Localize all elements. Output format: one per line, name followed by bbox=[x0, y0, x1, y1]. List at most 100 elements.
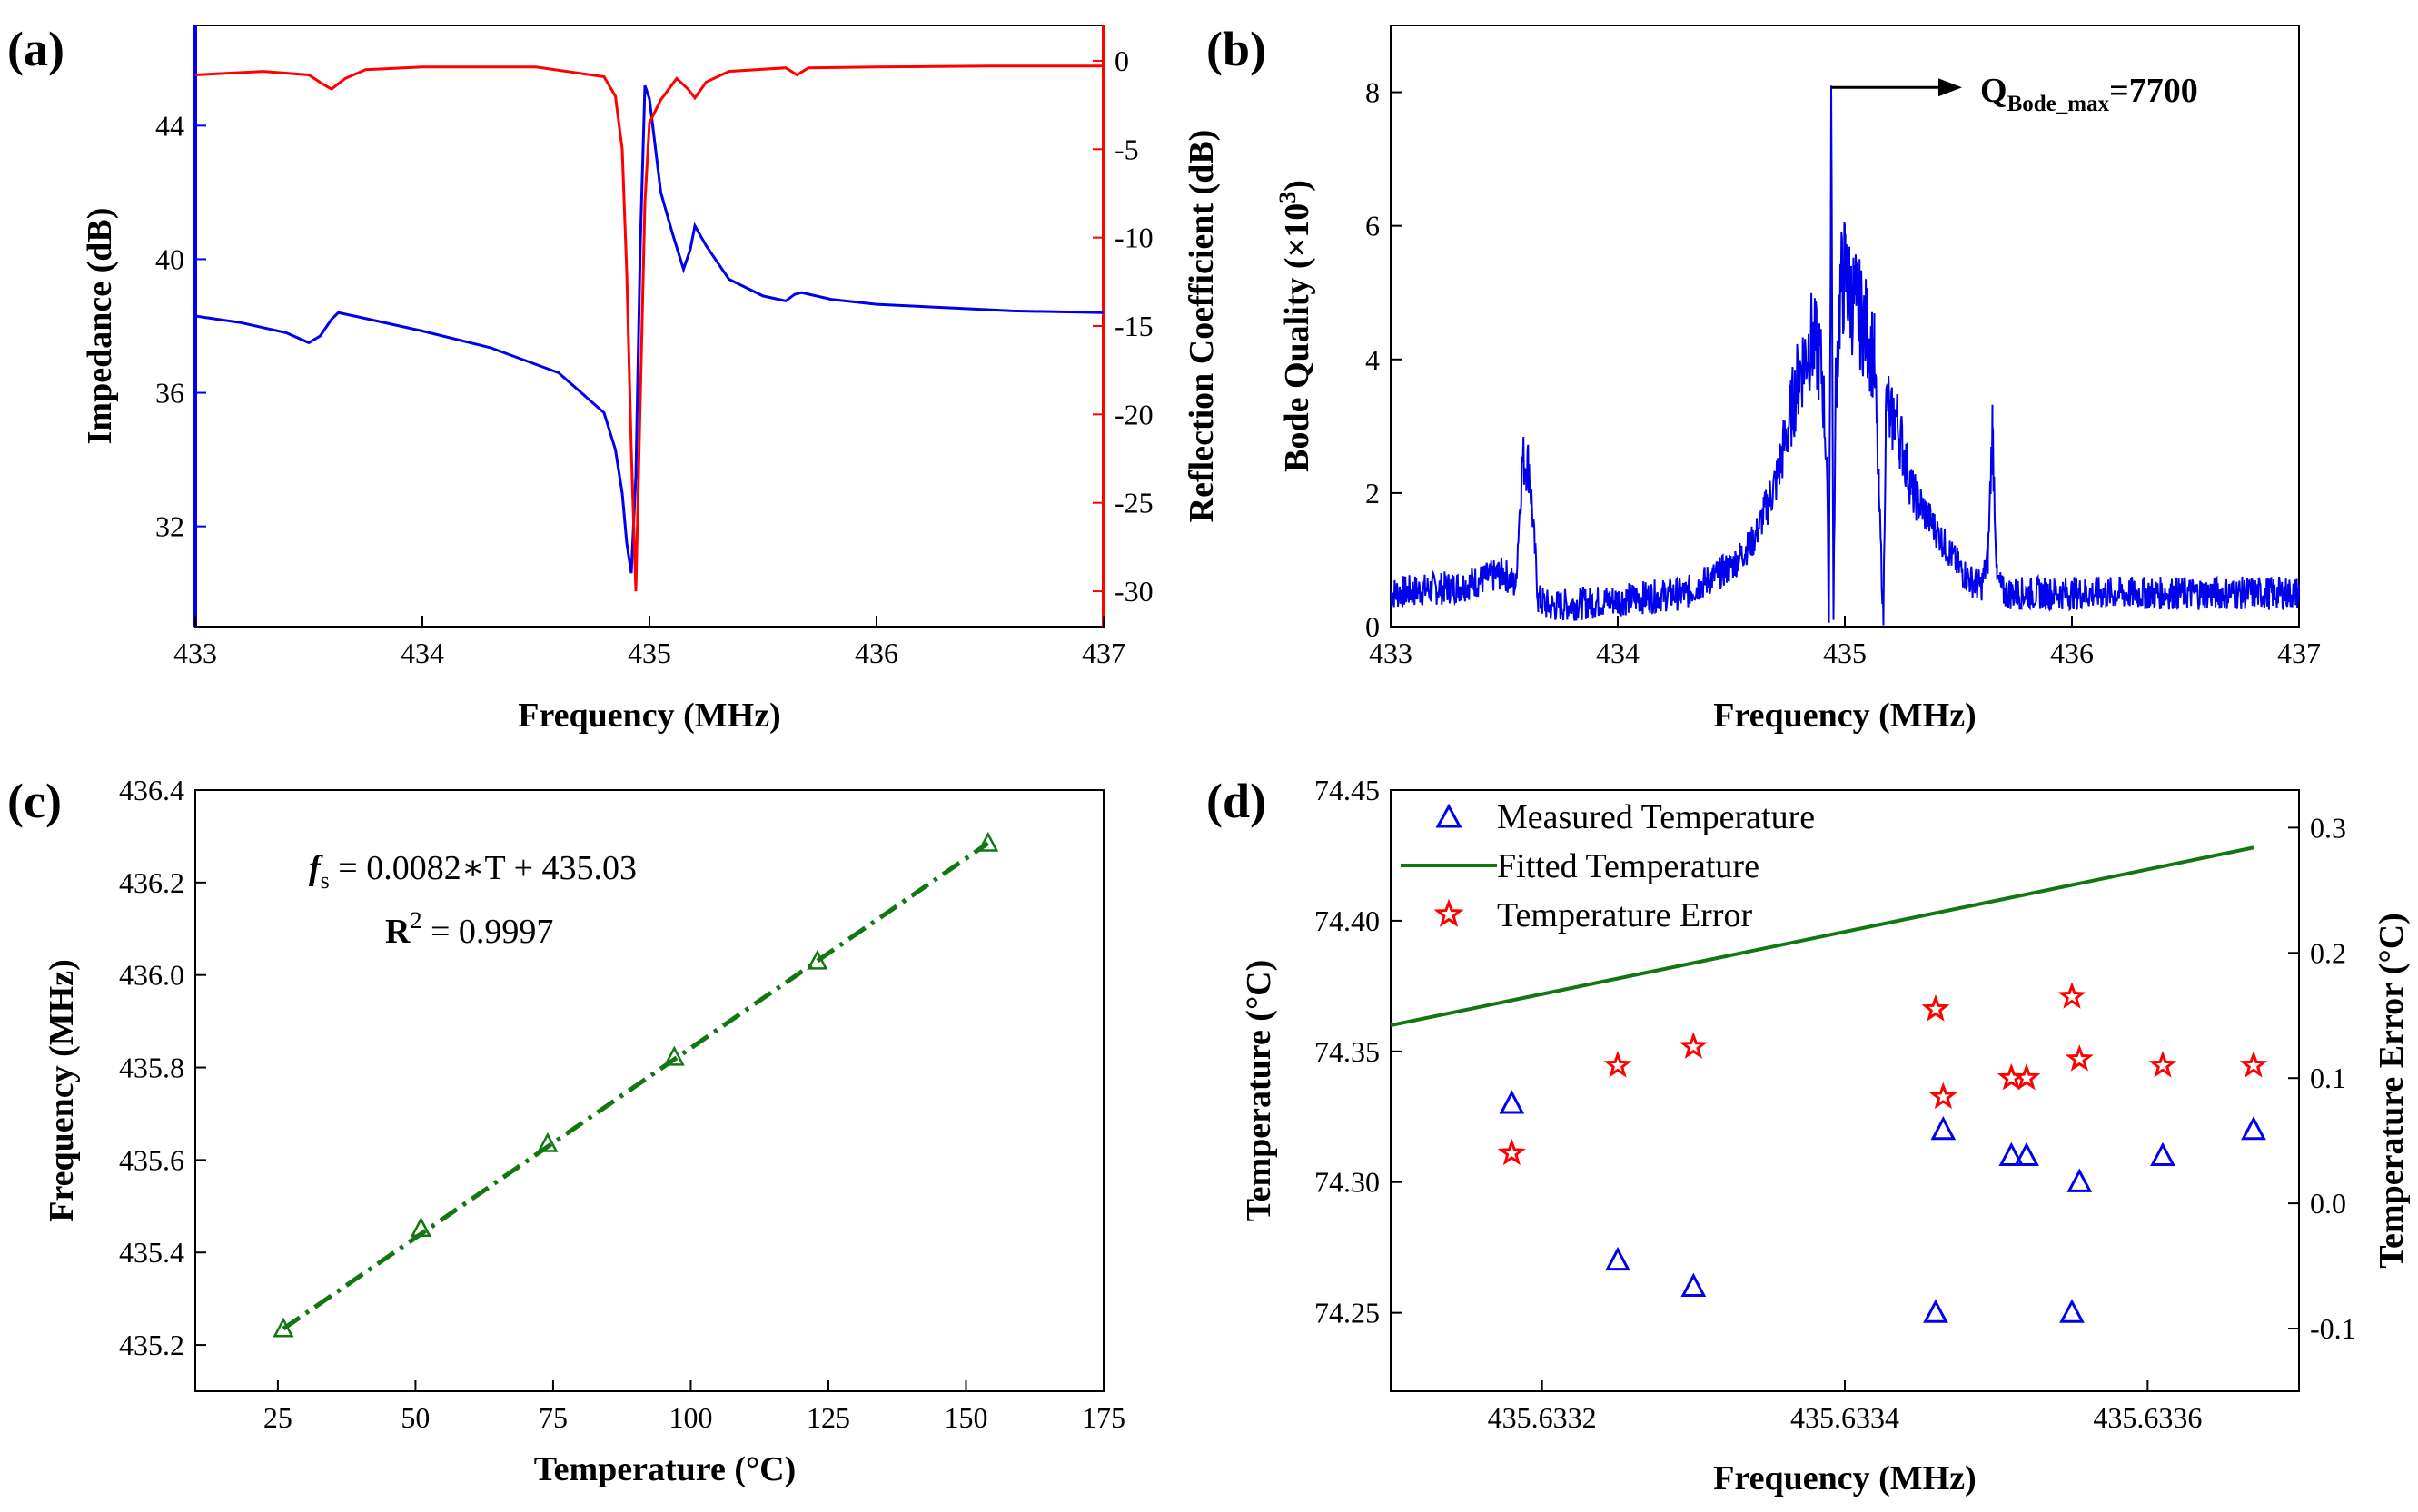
panel-c-y-label: 435.2 bbox=[119, 1329, 184, 1361]
measured-temperature-point bbox=[1680, 1272, 1707, 1297]
panel-a-x-label: 437 bbox=[1082, 637, 1125, 669]
panel-d-x-label: 435.6336 bbox=[2093, 1401, 2202, 1434]
r2-main: R bbox=[385, 913, 411, 951]
panel-a-left-label: 36 bbox=[155, 377, 184, 410]
measured-temperature-point bbox=[2150, 1141, 2175, 1167]
measured-temperature-point bbox=[1923, 1299, 1948, 1323]
panel-d-right-label: 0.3 bbox=[2310, 811, 2346, 844]
annot-q: Q bbox=[1980, 72, 2007, 110]
measured-temperature-point bbox=[2241, 1115, 2266, 1141]
panel-c-x-label: 100 bbox=[669, 1401, 712, 1434]
panel-d-right-label: 0.1 bbox=[2310, 1062, 2346, 1094]
panel-c-y-label: 435.4 bbox=[119, 1236, 184, 1269]
panel-d-right-label: 0.2 bbox=[2310, 936, 2346, 969]
panel-d-xlabel: Frequency (MHz) bbox=[1713, 1459, 1977, 1497]
panel-b-x-label: 436 bbox=[2050, 637, 2094, 669]
panel-b-y-label: 4 bbox=[1365, 343, 1380, 376]
panel-d: (d) 435.6332 435.6334 435.6336 74.2574.307… bbox=[1206, 774, 2411, 1497]
fitted-temperature-line bbox=[1390, 845, 2254, 1028]
panel-b-ylabel: Bode Quality (×103) bbox=[1274, 180, 1316, 472]
impedance-line bbox=[194, 84, 1105, 574]
q-bode-max-annotation: QBode_max=7700 bbox=[1980, 72, 2198, 116]
panel-a-right-label: 0 bbox=[1115, 44, 1129, 77]
panel-b-x-label: 434 bbox=[1596, 637, 1640, 669]
panel-b-y-label: 2 bbox=[1365, 477, 1380, 509]
panel-b-frame bbox=[1390, 25, 2300, 628]
panel-c-x-label: 25 bbox=[263, 1401, 292, 1434]
panel-a-right-label: -20 bbox=[1115, 398, 1154, 430]
panel-c-points bbox=[273, 831, 999, 1338]
panel-a-left-label: 32 bbox=[155, 510, 184, 543]
panel-a-right-label: -30 bbox=[1115, 575, 1154, 608]
temperature-error-point bbox=[1921, 994, 1950, 1022]
panel-a-x-label: 434 bbox=[401, 637, 444, 669]
panel-d-left-ticks: 74.25 74.30 74.35 74.40 74.45 bbox=[1314, 774, 1402, 1329]
panel-c-x-label: 75 bbox=[539, 1401, 568, 1434]
panel-d-x-ticks: 435.6332 435.6334 435.6336 bbox=[1488, 1380, 2202, 1434]
panel-c-y-label: 435.6 bbox=[119, 1143, 184, 1176]
panel-b-x-label: 437 bbox=[2277, 637, 2321, 669]
panel-a-ylabel-left: Impedance (dB) bbox=[81, 208, 119, 445]
panel-b-x-label: 433 bbox=[1369, 637, 1412, 669]
temperature-error-point bbox=[2012, 1062, 2041, 1091]
panel-a-ylabel-right: Reflection Coefficient (dB) bbox=[1183, 130, 1221, 523]
panel-c-y-label: 436.4 bbox=[119, 774, 184, 806]
annot-sub: Bode_max bbox=[2007, 92, 2110, 116]
annot-value: =7700 bbox=[2109, 72, 2198, 110]
measured-temperature-point bbox=[1998, 1141, 2025, 1167]
panel-d-legend: Measured Temperature Fitted Temperature … bbox=[1401, 798, 1815, 934]
panel-b-x-ticks: 433 434 435 436 437 bbox=[1369, 616, 2321, 669]
temperature-error-point bbox=[2065, 1044, 2094, 1072]
r2-rest: = 0.9997 bbox=[421, 913, 553, 951]
panel-c-y-label: 435.8 bbox=[119, 1052, 184, 1084]
measured-point bbox=[273, 1317, 294, 1338]
panel-d-left-label: 74.45 bbox=[1314, 774, 1380, 806]
panel-b-x-label: 435 bbox=[1823, 637, 1867, 669]
measured-point bbox=[807, 949, 828, 970]
panel-c-label: (c) bbox=[7, 774, 62, 828]
legend-measured: Measured Temperature bbox=[1497, 798, 1815, 836]
bode-quality-line bbox=[1390, 85, 2300, 626]
temperature-error-point bbox=[1497, 1138, 1526, 1166]
panel-d-left-label: 74.35 bbox=[1314, 1035, 1380, 1068]
panel-a: (a) 433 434 435 436 437 32 36 40 44 0 -5 -10 -15 -2… bbox=[7, 22, 1221, 735]
panel-c-ylabel: Frequency (MHz) bbox=[43, 959, 81, 1222]
panel-c-x-label: 150 bbox=[944, 1401, 987, 1434]
panel-c-y-label: 436.0 bbox=[119, 959, 184, 992]
panel-d-x-label: 435.6332 bbox=[1488, 1401, 1597, 1434]
panel-a-left-ticks: 32 36 40 44 bbox=[155, 109, 206, 543]
panel-a-right-ticks: 0 -5 -10 -15 -20 -25 -30 bbox=[1093, 44, 1154, 608]
panel-c: (c) 25 50 75 100 125 150 175 435.2435.4435.643… bbox=[7, 774, 1125, 1488]
panel-c-y-ticks: 435.2 435.4 435.6 435.8 436.0 436.2 436.4 bbox=[119, 774, 206, 1361]
panel-a-left-label: 44 bbox=[155, 109, 184, 142]
panel-d-right-label: 0.0 bbox=[2310, 1187, 2346, 1220]
panel-a-x-label: 436 bbox=[855, 637, 898, 669]
panel-a-right-label: -10 bbox=[1115, 222, 1154, 254]
panel-d-right-label: -0.1 bbox=[2310, 1312, 2356, 1345]
measured-point bbox=[977, 831, 999, 852]
panel-a-frame bbox=[194, 25, 1105, 628]
panel-b-y-ticks: 0 2 4 6 8 bbox=[1365, 76, 1402, 643]
measured-temperature-points bbox=[1499, 1090, 2266, 1323]
temperature-error-point bbox=[1928, 1082, 1957, 1110]
panel-d-label: (d) bbox=[1206, 774, 1266, 828]
temperature-error-point bbox=[2239, 1050, 2268, 1078]
panel-b-label: (b) bbox=[1206, 22, 1266, 76]
panel-d-ylabel-left: Temperature (°C) bbox=[1240, 960, 1278, 1222]
panel-c-y-label: 436.2 bbox=[119, 866, 184, 899]
panel-c-frame bbox=[194, 789, 1105, 1392]
temperature-error-points bbox=[1497, 982, 2268, 1166]
panel-a-x-label: 435 bbox=[628, 637, 671, 669]
panel-d-x-label: 435.6334 bbox=[1790, 1401, 1899, 1434]
eq-rest: = 0.0082∗T + 435.03 bbox=[330, 849, 637, 887]
panel-c-x-ticks: 25 50 75 100 125 150 175 bbox=[263, 1380, 1125, 1434]
fit-equation: fs = 0.0082∗T + 435.03 bbox=[309, 849, 637, 894]
panel-b-y-label: 6 bbox=[1365, 210, 1380, 242]
legend-fitted: Fitted Temperature bbox=[1497, 847, 1759, 885]
temperature-error-point bbox=[1603, 1050, 1632, 1078]
r2-sup: 2 bbox=[410, 907, 421, 934]
panel-d-left-label: 74.30 bbox=[1314, 1166, 1380, 1199]
measured-point bbox=[663, 1045, 685, 1066]
panel-c-xlabel: Temperature (°C) bbox=[534, 1450, 797, 1488]
annotation-arrowhead bbox=[1938, 78, 1962, 97]
